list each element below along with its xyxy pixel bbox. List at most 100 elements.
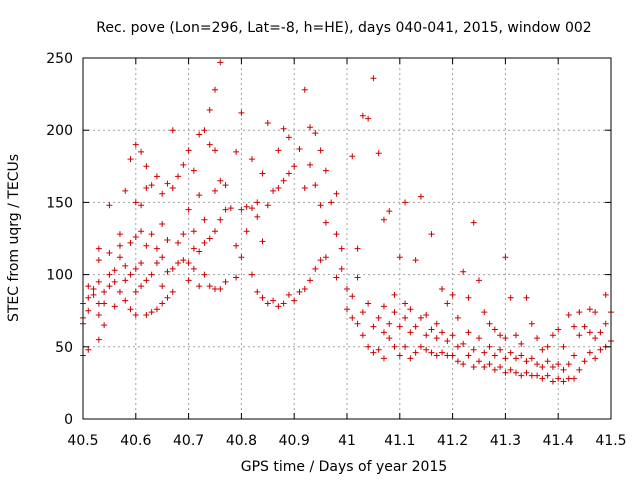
data-point	[95, 312, 102, 319]
data-point	[428, 349, 435, 356]
data-point	[322, 167, 329, 174]
data-point	[386, 320, 393, 327]
data-point	[206, 141, 213, 148]
data-point	[396, 254, 403, 261]
data-point	[312, 130, 319, 137]
data-point	[549, 332, 556, 339]
data-point	[581, 358, 588, 365]
data-point	[264, 119, 271, 126]
data-point	[101, 288, 108, 295]
data-point	[275, 303, 282, 310]
data-point	[370, 323, 377, 330]
data-point	[127, 271, 134, 278]
data-point	[222, 278, 229, 285]
data-point	[365, 300, 372, 307]
data-point	[412, 349, 419, 356]
data-point	[333, 190, 340, 197]
data-point	[470, 364, 477, 371]
data-point	[391, 343, 398, 350]
data-point	[159, 300, 166, 307]
data-point	[512, 332, 519, 339]
x-tick-label: 41.4	[543, 433, 574, 449]
data-point	[407, 306, 414, 313]
data-point	[248, 156, 255, 163]
data-point	[586, 306, 593, 313]
data-point	[148, 182, 155, 189]
data-point	[180, 257, 187, 264]
data-point	[190, 245, 197, 252]
x-tick-label: 41.3	[490, 433, 521, 449]
data-point	[212, 228, 218, 235]
data-point	[597, 329, 604, 336]
data-point	[534, 335, 541, 342]
data-point	[291, 163, 298, 170]
data-point	[428, 326, 435, 333]
data-point	[138, 228, 145, 235]
data-point	[470, 219, 477, 226]
data-point	[248, 205, 255, 212]
data-point	[132, 288, 139, 295]
data-point	[423, 346, 430, 353]
data-point	[127, 306, 134, 313]
data-point	[201, 216, 208, 223]
data-point	[544, 372, 551, 379]
data-point	[365, 343, 372, 350]
data-point	[502, 355, 509, 362]
data-point	[285, 170, 292, 177]
data-point	[95, 278, 102, 285]
data-point	[106, 283, 113, 290]
x-tick-label: 40.6	[120, 433, 151, 449]
data-point	[349, 314, 356, 321]
data-point	[127, 239, 134, 246]
data-point	[312, 265, 319, 272]
data-point	[597, 346, 604, 353]
data-point	[259, 170, 266, 177]
data-point	[143, 312, 150, 319]
data-point	[518, 352, 525, 359]
data-point	[106, 271, 113, 278]
data-point	[380, 303, 387, 310]
data-point	[243, 203, 250, 210]
data-point	[317, 202, 324, 209]
data-point	[576, 309, 583, 316]
data-point	[153, 260, 160, 267]
data-point	[196, 283, 203, 290]
data-point	[555, 326, 562, 333]
data-point	[185, 206, 192, 213]
data-point	[380, 355, 387, 362]
data-point	[486, 361, 493, 368]
y-tick-label: 200	[46, 123, 73, 139]
data-point	[344, 306, 350, 313]
data-point	[412, 323, 419, 330]
y-tick-label: 150	[46, 195, 73, 211]
data-point	[476, 335, 482, 342]
data-point	[539, 364, 546, 371]
data-point	[375, 346, 382, 353]
data-point	[254, 288, 261, 295]
data-point	[354, 320, 361, 327]
data-point	[565, 312, 572, 319]
y-axis-label: STEC from uqrg / TECUs	[6, 154, 22, 322]
data-point	[454, 314, 461, 321]
data-point	[175, 239, 182, 246]
data-point	[349, 293, 356, 300]
data-point	[523, 358, 530, 365]
data-point	[449, 291, 456, 298]
data-point	[206, 235, 213, 242]
data-point	[518, 340, 525, 347]
data-point	[138, 283, 145, 290]
data-point	[132, 234, 139, 241]
data-point	[565, 361, 572, 368]
data-point	[375, 314, 382, 321]
data-point	[143, 242, 150, 249]
data-point	[132, 199, 139, 206]
data-point	[439, 329, 446, 336]
data-point	[212, 286, 218, 293]
data-point	[518, 372, 525, 379]
data-point	[460, 361, 467, 368]
data-point	[243, 228, 250, 235]
data-point	[238, 254, 245, 261]
data-point	[148, 309, 155, 316]
data-point	[301, 86, 308, 93]
